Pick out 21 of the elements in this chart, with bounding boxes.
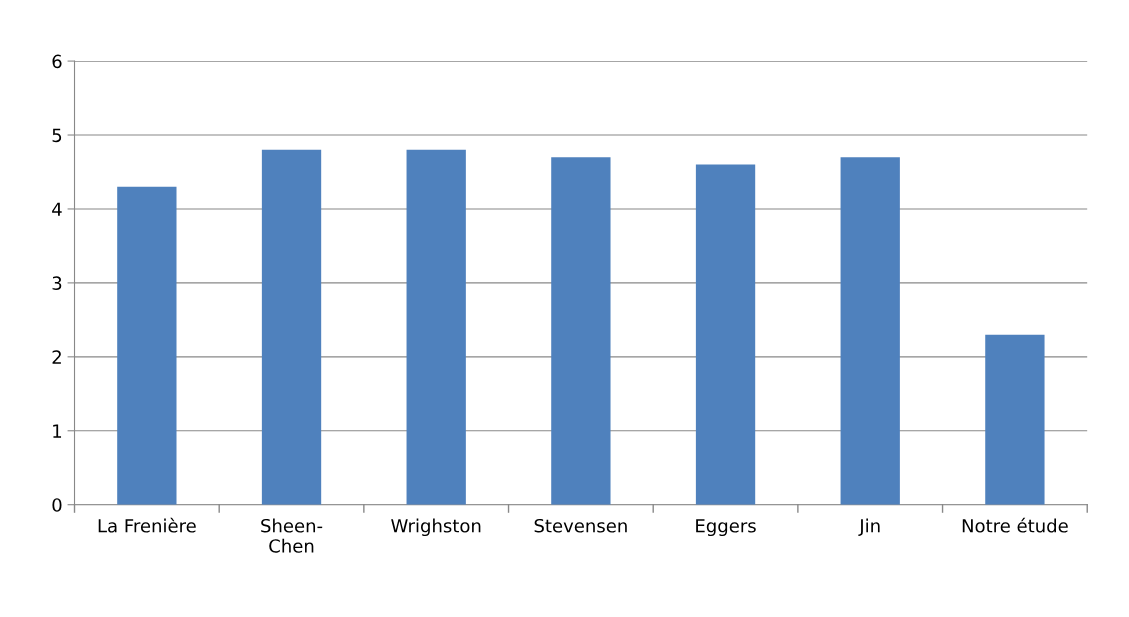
x-tick-label: Sheen-Chen: [261, 518, 323, 553]
bar: [117, 186, 177, 505]
y-tick-label: 6: [52, 54, 62, 69]
bar: [695, 164, 756, 505]
x-tick-label: Eggers: [696, 519, 756, 537]
x-tick-label: Stevensen: [534, 518, 627, 533]
y-tick-label: 2: [52, 350, 61, 364]
bar: [551, 157, 611, 505]
x-tick-label: Jin: [858, 518, 880, 536]
y-tick-label: 5: [52, 128, 62, 143]
y-tick-label: 4: [52, 202, 62, 216]
y-tick-label: 1: [53, 424, 62, 438]
x-tick-label: Notre étude: [962, 517, 1068, 533]
y-tick-label: 3: [52, 276, 62, 291]
y-tick-label: 0: [52, 498, 62, 512]
x-tick-label: Wrighston: [391, 518, 481, 537]
bar: [261, 149, 322, 505]
bar: [985, 334, 1045, 505]
bar: [406, 149, 466, 505]
bar: [840, 157, 900, 505]
x-tick-label: La Frenière: [98, 517, 196, 533]
